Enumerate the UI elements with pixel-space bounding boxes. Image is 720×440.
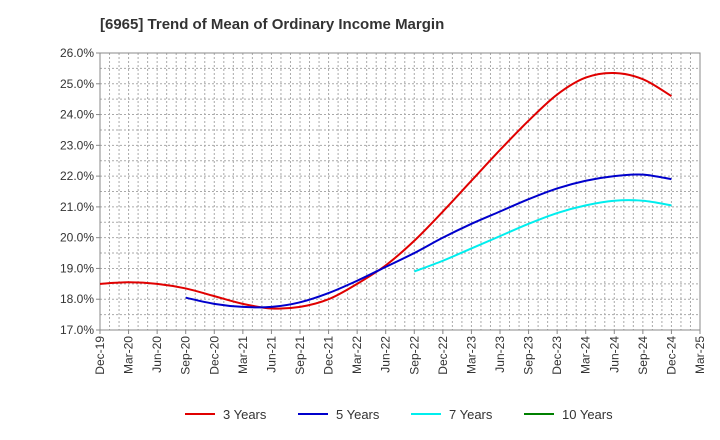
x-tick-label: Mar-23 <box>464 336 478 374</box>
series-line-3-years <box>99 71 672 310</box>
x-tick-label: Jun-21 <box>264 336 278 373</box>
legend-label-7-years: 7 Years <box>449 407 493 422</box>
x-tick-label: Jun-22 <box>379 336 393 373</box>
y-tick-label: 20.0% <box>60 231 94 245</box>
x-tick-label: Mar-20 <box>122 336 136 374</box>
x-tick-label: Dec-24 <box>664 336 678 375</box>
series-line-5-years <box>185 173 672 309</box>
x-tick-label: Dec-19 <box>93 336 107 375</box>
x-tick-label: Sep-23 <box>522 336 536 375</box>
x-tick-label: Mar-21 <box>236 336 250 374</box>
legend-label-5-years: 5 Years <box>336 407 380 422</box>
x-tick-label: Mar-24 <box>579 336 593 374</box>
y-tick-label: 24.0% <box>60 108 94 122</box>
y-tick-label: 26.0% <box>60 46 94 60</box>
x-axis-ticks: Dec-19 Mar-20 Jun-20 Sep-20 Dec-20 Mar-21 Jun-… <box>93 330 707 375</box>
legend: 3 Years 5 Years 7 Years 10 Years <box>185 407 613 422</box>
y-tick-label: 22.0% <box>60 169 94 183</box>
x-tick-label: Dec-20 <box>207 336 221 375</box>
y-tick-label: 23.0% <box>60 138 94 152</box>
x-tick-label: Dec-21 <box>322 336 336 375</box>
x-tick-label: Jun-24 <box>607 336 621 373</box>
x-tick-label: Sep-22 <box>407 336 421 375</box>
x-tick-label: Jun-20 <box>150 336 164 373</box>
y-axis-ticks: 17.0% 18.0% 19.0% 20.0% 21.0% 22.0% 23.0% 24.0%… <box>60 46 100 337</box>
y-tick-label: 17.0% <box>60 323 94 337</box>
x-tick-label: Jun-23 <box>493 336 507 373</box>
y-tick-label: 18.0% <box>60 292 94 306</box>
series-lines <box>99 71 672 310</box>
chart-title: [6965] Trend of Mean of Ordinary Income … <box>100 16 445 33</box>
x-tick-label: Sep-21 <box>293 336 307 375</box>
x-tick-label: Sep-24 <box>636 336 650 375</box>
legend-label-3-years: 3 Years <box>223 407 267 422</box>
legend-label-10-years: 10 Years <box>562 407 613 422</box>
x-tick-label: Mar-25 <box>693 336 707 374</box>
y-tick-label: 21.0% <box>60 200 94 214</box>
x-tick-label: Sep-20 <box>179 336 193 375</box>
plot-frame <box>99 52 701 331</box>
x-tick-label: Mar-22 <box>350 336 364 374</box>
grid <box>100 53 700 330</box>
y-tick-label: 19.0% <box>60 261 94 275</box>
y-tick-label: 25.0% <box>60 77 94 91</box>
x-tick-label: Dec-23 <box>550 336 564 375</box>
series-line-7-years <box>413 199 672 273</box>
x-tick-label: Dec-22 <box>436 336 450 375</box>
